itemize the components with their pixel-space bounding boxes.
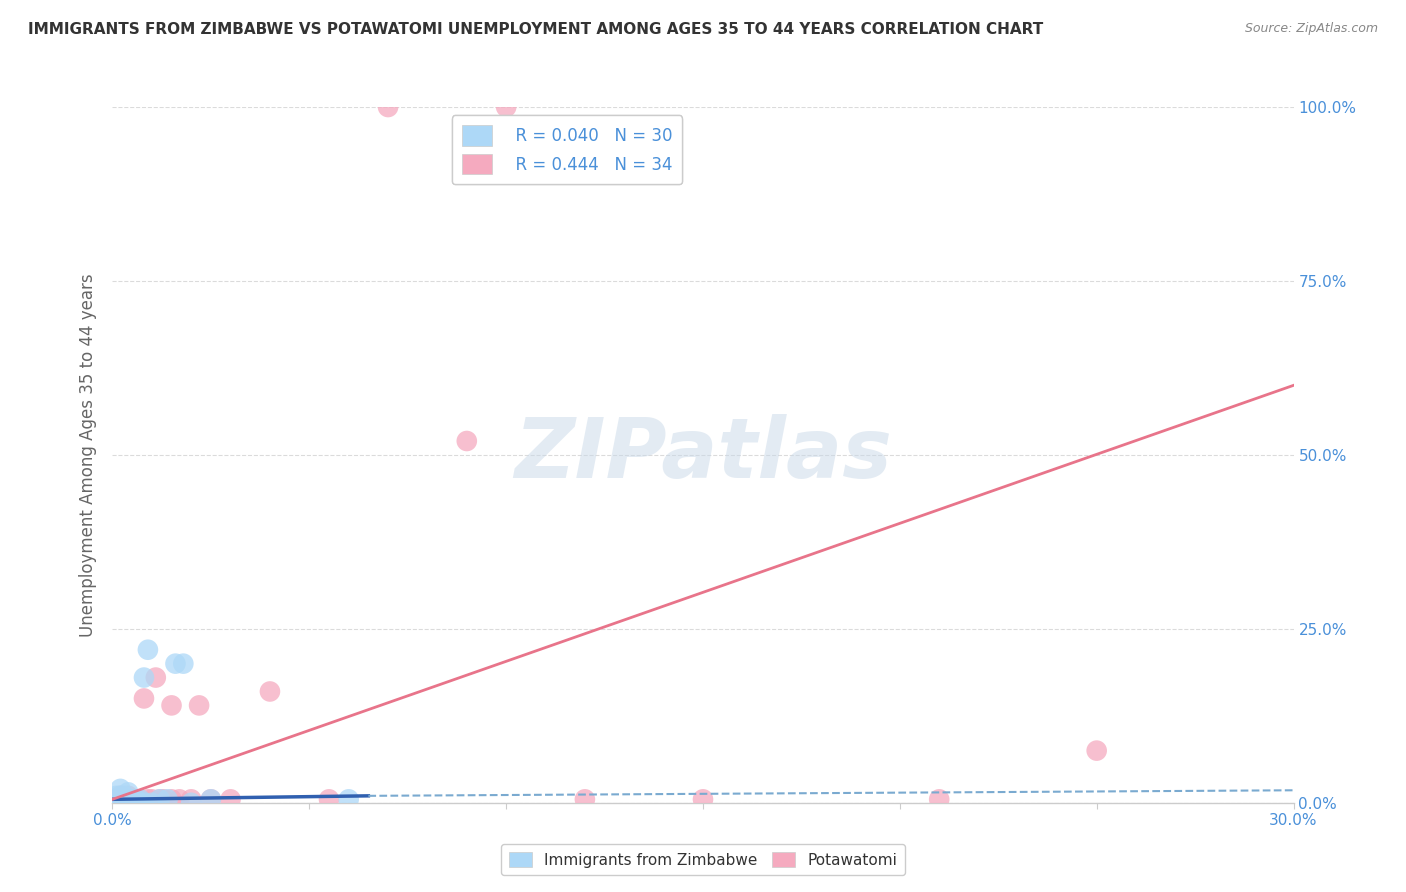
Point	[456, 434, 478, 448]
Text: Source: ZipAtlas.com: Source: ZipAtlas.com	[1244, 22, 1378, 36]
Point	[117, 796, 139, 810]
Point	[132, 671, 155, 685]
Point	[169, 792, 191, 806]
Point	[219, 792, 242, 806]
Point	[110, 796, 132, 810]
Point	[200, 792, 222, 806]
Point	[152, 792, 174, 806]
Point	[121, 796, 143, 810]
Point	[180, 792, 202, 806]
Point	[495, 100, 517, 114]
Point	[105, 789, 128, 803]
Point	[200, 792, 222, 806]
Point	[136, 792, 159, 806]
Point	[574, 792, 596, 806]
Point	[318, 792, 340, 806]
Point	[145, 671, 167, 685]
Point	[105, 796, 128, 810]
Point	[337, 792, 360, 806]
Point	[112, 792, 135, 806]
Point	[165, 657, 187, 671]
Point	[110, 792, 132, 806]
Point	[110, 796, 132, 810]
Point	[928, 792, 950, 806]
Point	[136, 642, 159, 657]
Point	[1085, 744, 1108, 758]
Point	[141, 796, 163, 810]
Point	[188, 698, 211, 713]
Point	[172, 657, 194, 671]
Point	[112, 796, 135, 810]
Point	[149, 792, 172, 806]
Point	[125, 792, 148, 806]
Point	[110, 781, 132, 796]
Point	[132, 796, 155, 810]
Point	[259, 684, 281, 698]
Point	[141, 792, 163, 806]
Text: IMMIGRANTS FROM ZIMBABWE VS POTAWATOMI UNEMPLOYMENT AMONG AGES 35 TO 44 YEARS CO: IMMIGRANTS FROM ZIMBABWE VS POTAWATOMI U…	[28, 22, 1043, 37]
Point	[180, 796, 202, 810]
Legend:   R = 0.040   N = 30,   R = 0.444   N = 34: R = 0.040 N = 30, R = 0.444 N = 34	[451, 115, 682, 185]
Point	[117, 789, 139, 803]
Point	[129, 796, 152, 810]
Point	[110, 789, 132, 803]
Point	[160, 698, 183, 713]
Point	[132, 691, 155, 706]
Point	[105, 792, 128, 806]
Point	[149, 792, 172, 806]
Point	[160, 792, 183, 806]
Point	[125, 796, 148, 810]
Point	[129, 792, 152, 806]
Point	[105, 792, 128, 806]
Point	[110, 789, 132, 803]
Point	[121, 792, 143, 806]
Point	[112, 792, 135, 806]
Point	[117, 792, 139, 806]
Point	[112, 796, 135, 810]
Point	[692, 792, 714, 806]
Point	[117, 785, 139, 799]
Point	[129, 792, 152, 806]
Legend: Immigrants from Zimbabwe, Potawatomi: Immigrants from Zimbabwe, Potawatomi	[501, 844, 905, 875]
Y-axis label: Unemployment Among Ages 35 to 44 years: Unemployment Among Ages 35 to 44 years	[79, 273, 97, 637]
Point	[121, 796, 143, 810]
Point	[125, 796, 148, 810]
Text: ZIPatlas: ZIPatlas	[515, 415, 891, 495]
Point	[377, 100, 399, 114]
Point	[125, 792, 148, 806]
Point	[117, 792, 139, 806]
Point	[156, 792, 179, 806]
Point	[112, 789, 135, 803]
Point	[105, 796, 128, 810]
